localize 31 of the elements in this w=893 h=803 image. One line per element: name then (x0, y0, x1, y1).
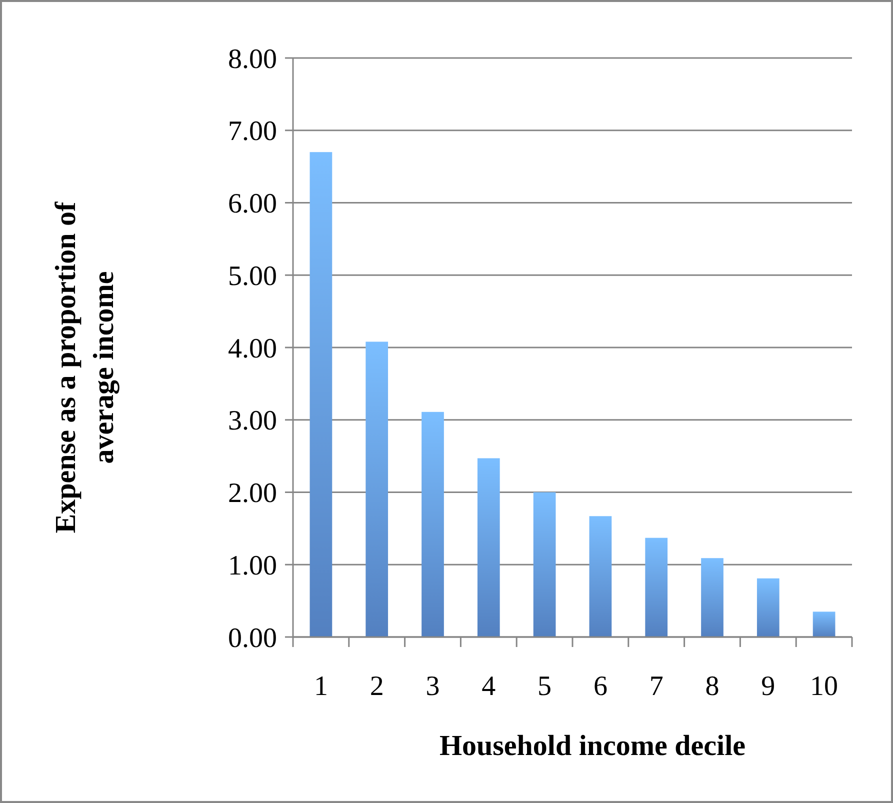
y-tick-label: 5.00 (228, 260, 277, 292)
bar (477, 458, 500, 637)
x-tick-label: 1 (314, 671, 328, 702)
y-tick-label: 2.00 (228, 478, 277, 510)
x-tick-label: 4 (482, 671, 496, 702)
y-tick-label: 1.00 (228, 550, 277, 582)
bar (756, 578, 780, 637)
y-axis-title: Expense as a proportion of average income (50, 201, 120, 534)
x-tick-label: 7 (649, 671, 664, 702)
x-tick-label: 8 (705, 671, 720, 702)
bar (645, 538, 668, 637)
x-tick-label: 3 (426, 671, 440, 702)
x-tick-label: 10 (810, 671, 838, 702)
x-tick-label: 6 (593, 671, 608, 702)
bar (422, 412, 444, 637)
x-tick-label: 9 (761, 671, 776, 702)
y-tick-label: 6.00 (228, 188, 277, 220)
bar (812, 612, 836, 637)
y-tick-label: 7.00 (228, 116, 277, 148)
bar (701, 558, 724, 637)
bar (533, 492, 556, 637)
y-tick-label: 4.00 (228, 333, 277, 364)
y-tick-label: 3.00 (228, 406, 277, 437)
bar (310, 152, 332, 637)
y-tick-label: 8.00 (228, 44, 277, 75)
x-axis-title: Household income decile (439, 730, 746, 762)
x-tick-label: 5 (538, 671, 552, 702)
bar (589, 516, 612, 637)
bar (366, 342, 388, 637)
x-tick-label: 2 (370, 671, 384, 702)
y-tick-label: 0.00 (228, 622, 277, 654)
